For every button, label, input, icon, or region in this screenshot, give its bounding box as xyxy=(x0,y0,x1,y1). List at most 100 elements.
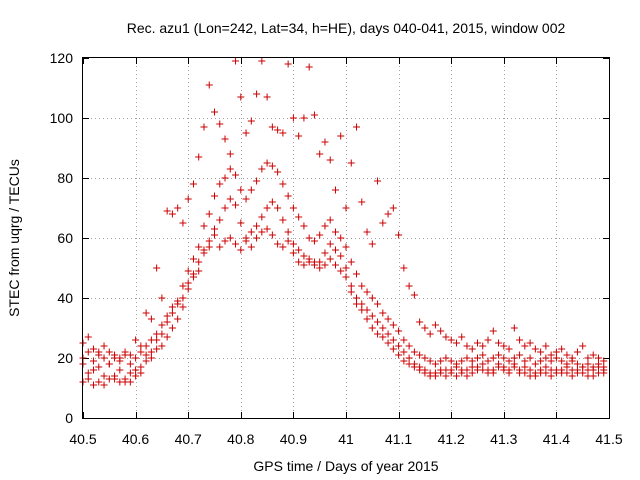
data-point xyxy=(263,225,271,233)
axis-ticks xyxy=(83,58,610,419)
data-point xyxy=(405,342,413,350)
data-point xyxy=(531,372,539,380)
x-tick-labels: 40.5 40.6 40.7 40.8 40.9 41 41.1 41.2 41.3 41.4 41… xyxy=(69,431,622,447)
data-point xyxy=(216,243,224,251)
data-point xyxy=(142,357,150,365)
data-point xyxy=(468,369,476,377)
data-point xyxy=(158,294,166,302)
data-point xyxy=(463,342,471,350)
data-point xyxy=(331,261,339,269)
data-point xyxy=(216,120,224,128)
data-point xyxy=(326,156,334,164)
data-point xyxy=(126,360,134,368)
data-point xyxy=(584,372,592,380)
data-point xyxy=(232,240,240,248)
data-point xyxy=(331,186,339,194)
data-point xyxy=(274,240,282,248)
data-point xyxy=(174,297,182,305)
data-point xyxy=(363,315,371,323)
data-point xyxy=(184,279,192,287)
data-point xyxy=(216,180,224,188)
data-point xyxy=(316,231,324,239)
data-point xyxy=(321,261,329,269)
data-point xyxy=(395,342,403,350)
data-point xyxy=(573,348,581,356)
data-point xyxy=(179,303,187,311)
data-point xyxy=(431,360,439,368)
data-point xyxy=(226,195,234,203)
data-point xyxy=(379,324,387,332)
data-point xyxy=(284,237,292,245)
data-point xyxy=(158,321,166,329)
data-point xyxy=(274,168,282,176)
data-point xyxy=(237,93,245,101)
data-point xyxy=(484,357,492,365)
data-point xyxy=(463,354,471,362)
data-point xyxy=(589,351,597,359)
data-point xyxy=(326,255,334,263)
data-point xyxy=(137,363,145,371)
data-point xyxy=(353,123,361,131)
data-point xyxy=(500,363,508,371)
data-point xyxy=(200,222,208,230)
data-point xyxy=(221,204,229,212)
data-point xyxy=(400,357,408,365)
data-point xyxy=(442,372,450,380)
data-point xyxy=(247,186,255,194)
data-point xyxy=(426,330,434,338)
data-point xyxy=(90,357,98,365)
data-point xyxy=(268,198,276,206)
data-point xyxy=(163,312,171,320)
data-point xyxy=(279,180,287,188)
data-point xyxy=(142,309,150,317)
data-point xyxy=(426,357,434,365)
data-point xyxy=(111,372,119,380)
data-point xyxy=(100,342,108,350)
data-point xyxy=(374,300,382,308)
data-point xyxy=(90,381,98,389)
data-point xyxy=(326,240,334,248)
data-point xyxy=(474,339,481,347)
data-point xyxy=(189,180,197,188)
data-point xyxy=(510,324,518,332)
data-point xyxy=(526,339,534,347)
data-point xyxy=(184,195,192,203)
data-point xyxy=(484,336,492,344)
series-band-mid xyxy=(79,159,608,371)
data-point xyxy=(163,333,171,341)
data-point xyxy=(363,288,371,296)
data-point xyxy=(226,234,234,242)
data-point xyxy=(126,369,134,377)
data-point xyxy=(379,309,387,317)
data-point xyxy=(105,348,113,356)
x-tick-label: 41.4 xyxy=(543,431,570,447)
data-point xyxy=(521,342,529,350)
data-point xyxy=(221,174,229,182)
series-band-upper xyxy=(79,57,608,365)
data-point xyxy=(289,240,297,248)
data-point xyxy=(353,270,361,278)
data-point xyxy=(84,333,92,341)
data-point xyxy=(84,348,92,356)
data-point xyxy=(321,138,329,146)
data-point xyxy=(363,228,371,236)
data-point xyxy=(495,351,503,359)
data-point xyxy=(442,354,450,362)
data-point xyxy=(500,342,508,350)
data-point xyxy=(90,366,98,374)
data-point xyxy=(179,219,187,227)
data-point xyxy=(552,348,560,356)
data-point xyxy=(474,354,481,362)
data-point xyxy=(153,264,161,272)
data-point xyxy=(300,252,308,260)
data-point xyxy=(395,231,403,239)
data-point xyxy=(163,207,171,215)
series-band-low-a xyxy=(79,195,608,386)
data-point xyxy=(331,228,339,236)
y-tick-label: 0 xyxy=(65,410,73,426)
data-point xyxy=(300,114,308,122)
data-point xyxy=(137,348,145,356)
data-point xyxy=(195,258,203,266)
data-point xyxy=(232,201,240,209)
data-point xyxy=(594,354,602,362)
